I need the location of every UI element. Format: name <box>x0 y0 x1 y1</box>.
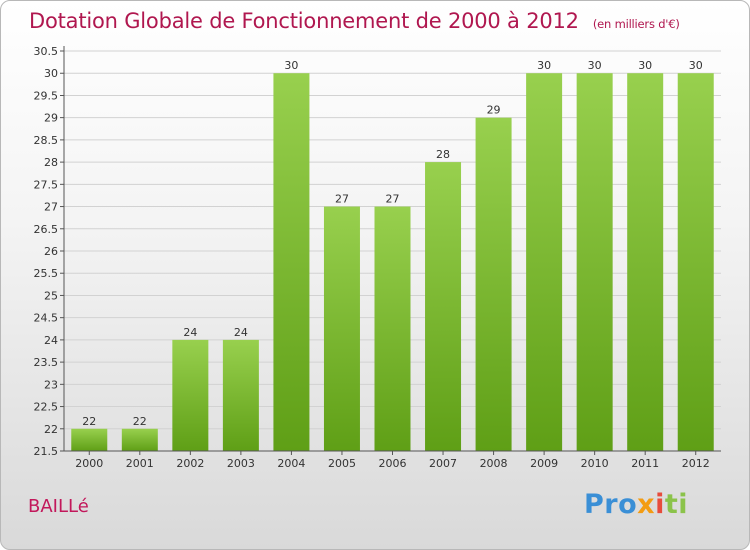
x-tick-label: 2003 <box>227 457 255 470</box>
bar <box>374 206 411 451</box>
labels: 21.5 22 22.5 23 23.5 24 24.5 25 25.5 26 26.5 27 27.5… <box>34 45 710 470</box>
bar <box>222 339 259 451</box>
x-tick-label: 2010 <box>581 457 609 470</box>
x-tick-label: 2004 <box>277 457 305 470</box>
bar <box>273 73 310 451</box>
bar-value-label: 30 <box>284 59 298 72</box>
y-tick-label: 30.5 <box>34 45 59 58</box>
bar-value-label: 30 <box>638 59 652 72</box>
bar <box>323 206 360 451</box>
bar-value-label: 22 <box>133 415 147 428</box>
bar-value-label: 24 <box>234 326 248 339</box>
x-tick-label: 2007 <box>429 457 457 470</box>
bar-value-label: 27 <box>386 193 400 206</box>
y-tick-label: 29.5 <box>34 89 59 102</box>
bar <box>172 339 209 451</box>
bar <box>71 428 108 451</box>
x-tick-label: 2002 <box>176 457 204 470</box>
y-tick-label: 25.5 <box>34 267 59 280</box>
chart-subtitle: (en milliers d'€) <box>592 17 680 31</box>
y-tick-label: 25 <box>44 289 58 302</box>
proxiti-logo: Proxiti <box>584 489 689 520</box>
x-tick-label: 2000 <box>75 457 103 470</box>
y-tick-label: 22.5 <box>34 401 59 414</box>
title-text: Dotation Globale de Fonctionnement de 20… <box>29 9 579 33</box>
bar <box>425 162 462 451</box>
bar-value-label: 30 <box>588 59 602 72</box>
bar <box>121 428 158 451</box>
bar-value-label: 29 <box>487 104 501 117</box>
y-tick-label: 23 <box>44 378 58 391</box>
y-tick-label: 27.5 <box>34 178 59 191</box>
x-tick-label: 2012 <box>682 457 710 470</box>
y-tick-label: 23.5 <box>34 356 59 369</box>
bar <box>627 73 664 451</box>
commune-name: BAILLé <box>28 496 89 517</box>
bars <box>71 73 714 452</box>
y-tick-label: 24 <box>44 334 58 347</box>
bar <box>526 73 563 451</box>
bar-value-label: 27 <box>335 193 349 206</box>
bar-value-label: 28 <box>436 148 450 161</box>
bar-value-label: 30 <box>537 59 551 72</box>
chart-title: Dotation Globale de Fonctionnement de 20… <box>29 9 680 33</box>
y-tick-label: 21.5 <box>34 445 59 458</box>
y-tick-label: 24.5 <box>34 312 59 325</box>
x-tick-label: 2008 <box>480 457 508 470</box>
x-tick-label: 2001 <box>126 457 154 470</box>
bar-value-label: 22 <box>82 415 96 428</box>
x-tick-label: 2005 <box>328 457 356 470</box>
x-tick-label: 2009 <box>530 457 558 470</box>
bar-value-label: 30 <box>689 59 703 72</box>
x-tick-label: 2006 <box>379 457 407 470</box>
y-tick-label: 22 <box>44 423 58 436</box>
y-tick-label: 26 <box>44 245 58 258</box>
y-tick-label: 29 <box>44 112 58 125</box>
axes <box>60 46 721 455</box>
y-tick-label: 30 <box>44 67 58 80</box>
y-tick-label: 28 <box>44 156 58 169</box>
y-tick-label: 26.5 <box>34 223 59 236</box>
bar <box>677 73 714 451</box>
y-tick-label: 28.5 <box>34 134 59 147</box>
bar-value-label: 24 <box>183 326 197 339</box>
y-tick-label: 27 <box>44 201 58 214</box>
bar <box>576 73 613 451</box>
x-tick-label: 2011 <box>631 457 659 470</box>
bar <box>475 117 512 452</box>
